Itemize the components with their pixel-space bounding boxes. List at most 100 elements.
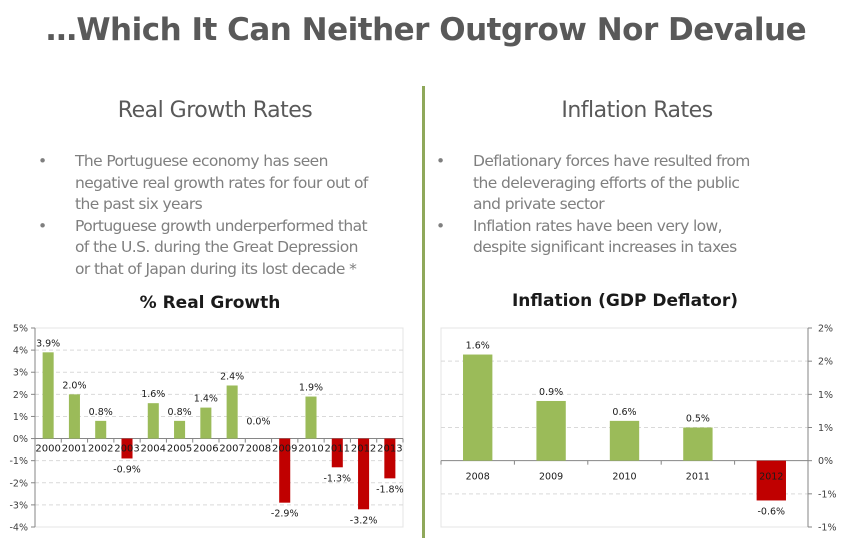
x-tick-label: 2010: [612, 472, 636, 483]
bar-positive: [42, 352, 54, 439]
y-tick-label: -1%: [818, 489, 837, 500]
x-tick-label: 2004: [141, 444, 166, 455]
data-label: -2.9%: [271, 509, 299, 520]
bar-positive: [95, 420, 107, 439]
y-tick-label: 0%: [818, 456, 833, 467]
bar-positive: [147, 403, 159, 439]
growth-chart-title: % Real Growth: [139, 293, 281, 313]
bullet-icon: •: [436, 152, 445, 170]
bullet-icon: •: [436, 216, 445, 235]
bullet-line: or that of Japan during its lost decade …: [75, 259, 357, 278]
bullet-item: • Deflationary forces have resulted from…: [428, 151, 838, 216]
slide-title: …Which It Can Neither Outgrow Nor Devalu…: [45, 12, 807, 48]
data-label: 0.9%: [539, 387, 563, 398]
bar-negative: [279, 438, 291, 503]
data-label: 2.4%: [220, 371, 244, 382]
inflation-chart-title: Inflation (GDP Deflator): [511, 291, 739, 311]
bullet-line: Portuguese growth underperformed that: [75, 216, 368, 235]
x-tick-label: 2002: [88, 444, 113, 455]
x-tick-label: 2001: [62, 444, 87, 455]
bar-positive: [609, 420, 640, 461]
bullet-item: • Portuguese growth underperformed that …: [30, 216, 420, 281]
x-tick-label: 2010: [298, 444, 323, 455]
y-tick-label: 1%: [818, 390, 833, 401]
y-tick-label: 2%: [818, 324, 833, 335]
bullet-icon: •: [38, 152, 47, 170]
bullet-line: the past six years: [75, 195, 203, 213]
bullet-item: • Inflation rates have been very low, de…: [428, 216, 838, 259]
x-tick-label: 2013: [377, 444, 402, 455]
x-tick-label: 2008: [246, 444, 271, 455]
x-tick-label: 2012: [759, 472, 783, 483]
bullet-item: • The Portuguese economy has seen negati…: [30, 151, 420, 216]
bullet-line: of the U.S. during the Great Depression: [75, 238, 358, 256]
bar-negative: [384, 438, 396, 479]
data-label: 0.6%: [612, 407, 636, 418]
y-tick-label: -2%: [10, 478, 29, 489]
bullet-line: The Portuguese economy has seen: [75, 152, 328, 170]
y-tick-label: 3%: [13, 368, 28, 379]
data-label: 1.6%: [141, 389, 165, 400]
x-tick-label: 2007: [219, 444, 244, 455]
y-tick-label: -4%: [10, 523, 29, 534]
growth-chart: 5% 4% 3% 2% 1% 0% -1% -2% -3% -4% 2000 3.9% 2001 2.0%…: [10, 324, 404, 534]
y-tick-label: 4%: [13, 346, 28, 357]
x-tick-label: 2012: [351, 444, 376, 455]
y-tick-label: 2%: [818, 357, 833, 368]
x-tick-label: 2009: [539, 472, 563, 483]
x-tick-label: 2008: [466, 472, 490, 483]
left-section-heading: Real Growth Rates: [117, 98, 313, 123]
y-tick-label: 2%: [13, 390, 28, 401]
column-divider: [422, 86, 425, 538]
data-label: -1.3%: [323, 473, 351, 484]
bullet-line: Inflation rates have been very low,: [473, 216, 723, 235]
bar-positive: [463, 354, 493, 461]
x-tick-label: 2011: [325, 444, 350, 455]
x-tick-label: 2003: [114, 444, 139, 455]
x-tick-label: 2011: [686, 472, 710, 483]
data-label: 1.4%: [194, 394, 218, 405]
bar-positive: [305, 396, 317, 439]
y-tick-label: -1%: [10, 456, 29, 467]
data-label: 0.5%: [686, 414, 710, 425]
y-tick-label: 5%: [13, 324, 28, 335]
y-tick-label: -3%: [10, 500, 29, 511]
data-label: -0.9%: [113, 464, 141, 475]
bullet-icon: •: [38, 216, 47, 235]
plot-area: [34, 327, 404, 528]
bar-negative: [331, 438, 343, 468]
data-label: 0.8%: [168, 407, 192, 418]
data-label: -1.8%: [376, 484, 404, 495]
data-label: 1.6%: [466, 341, 490, 352]
data-label: 0.8%: [89, 407, 113, 418]
bar-positive: [226, 385, 238, 439]
data-label: 3.9%: [36, 338, 60, 349]
data-label: -0.6%: [758, 506, 786, 517]
bar-positive: [683, 427, 713, 461]
right-bullet-list: • Deflationary forces have resulted from…: [428, 151, 838, 259]
x-tick-label: 2005: [167, 444, 192, 455]
bar-negative: [358, 438, 370, 510]
x-tick-label: 2000: [35, 444, 60, 455]
x-tick-label: 2006: [193, 444, 218, 455]
bar-positive: [174, 420, 186, 439]
bar-positive: [200, 407, 212, 439]
bullet-line: Deflationary forces have resulted from: [473, 152, 750, 170]
bar-negative: [121, 438, 133, 459]
bullet-line: despite significant increases in taxes: [473, 238, 737, 256]
data-label: -3.2%: [350, 515, 378, 526]
bar-negative: [756, 460, 786, 501]
bar-positive: [68, 394, 80, 439]
data-label: 0.0%: [246, 417, 270, 428]
y-tick-label: 1%: [818, 423, 833, 434]
bullet-line: and private sector: [473, 195, 605, 213]
inflation-chart: 2% 2% 1% 1% 0% -1% -1% 2008 1.6% 2009 0.9% 2010 0.6%…: [440, 324, 837, 534]
data-label: 1.9%: [299, 383, 323, 394]
bullet-line: the deleveraging efforts of the public: [473, 173, 740, 192]
y-tick-label: 0%: [13, 434, 28, 445]
x-tick-label: 2009: [272, 444, 297, 455]
y-tick-label: -1%: [818, 523, 837, 534]
right-section-heading: Inflation Rates: [561, 98, 713, 123]
y-tick-label: 1%: [13, 412, 28, 423]
bar-positive: [536, 400, 566, 461]
